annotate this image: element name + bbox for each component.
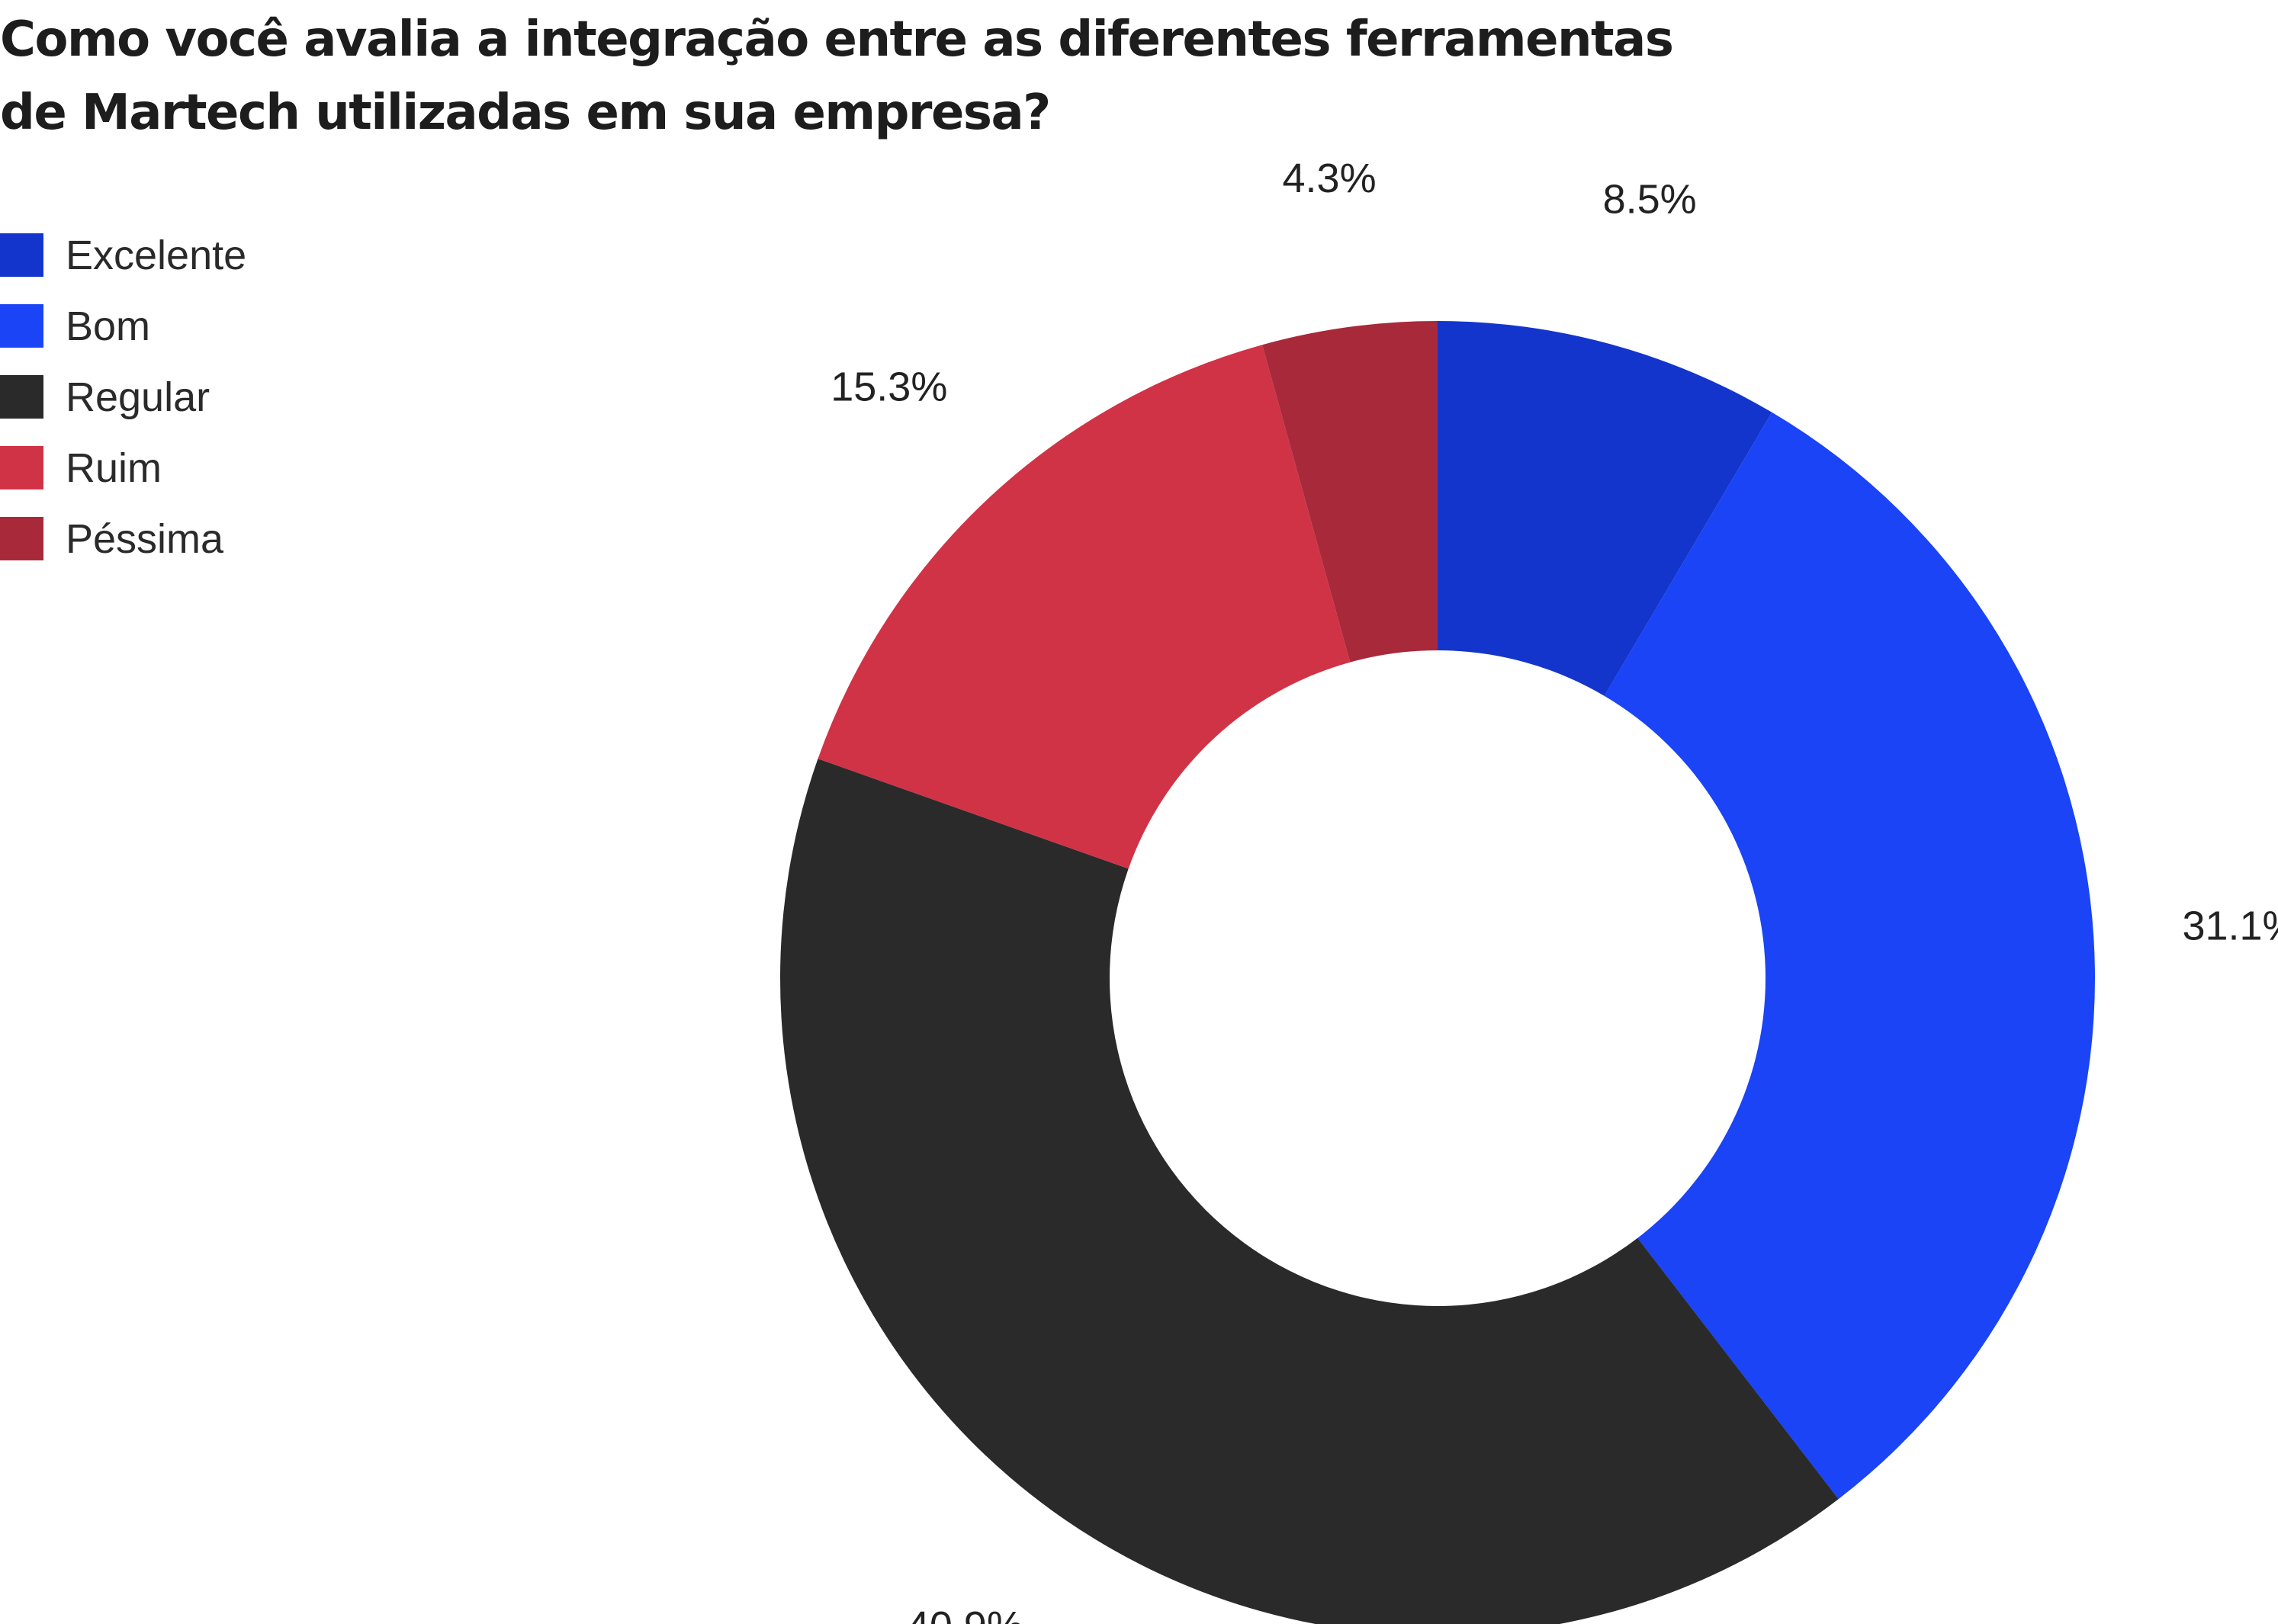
donut-slice-pessima <box>1262 321 1438 663</box>
legend-label: Regular <box>66 374 210 420</box>
donut-slice-ruim <box>818 345 1351 869</box>
legend-label: Bom <box>66 303 151 349</box>
legend-item-pessima: Péssima <box>0 515 246 562</box>
donut-slice-regular <box>780 759 1839 1624</box>
legend-swatch <box>0 375 43 419</box>
donut-slices <box>780 321 2095 1624</box>
donut-slice-excelente <box>1438 321 1772 696</box>
legend-swatch <box>0 446 43 489</box>
donut-slice-bom <box>1604 412 2095 1500</box>
legend: Excelente Bom Regular Ruim Péssima <box>0 233 246 588</box>
legend-label: Ruim <box>66 445 162 491</box>
legend-item-ruim: Ruim <box>0 445 246 491</box>
chart-title: Como você avalia a integração entre as d… <box>0 11 1674 141</box>
slice-label-excelente: 8.5% <box>1603 177 1697 223</box>
slice-label-ruim: 15.3% <box>831 364 947 409</box>
legend-item-bom: Bom <box>0 303 246 349</box>
legend-swatch <box>0 304 43 348</box>
slice-label-regular: 40.9% <box>907 1603 1023 1624</box>
legend-label: Péssima <box>66 515 224 562</box>
slice-label-bom: 31.1% <box>2182 903 2278 949</box>
slice-label-pessima: 4.3% <box>1283 156 1377 201</box>
slice-labels: 8.5% 31.1% 40.9% 15.3% 4.3% <box>831 156 2278 1624</box>
legend-swatch <box>0 233 43 277</box>
legend-swatch <box>0 517 43 560</box>
legend-item-excelente: Excelente <box>0 232 247 278</box>
legend-label: Excelente <box>66 232 247 278</box>
legend-item-regular: Regular <box>0 374 246 420</box>
